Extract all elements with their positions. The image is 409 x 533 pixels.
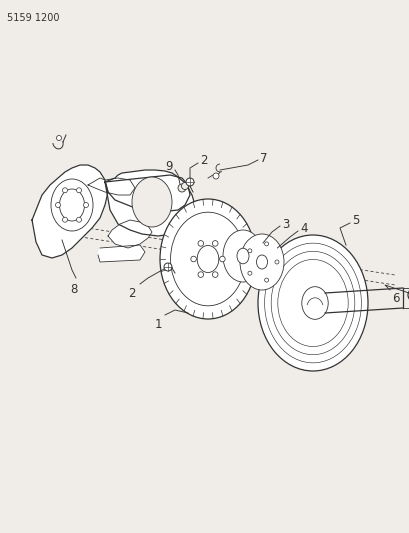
Circle shape xyxy=(181,182,188,190)
Ellipse shape xyxy=(160,199,255,319)
Circle shape xyxy=(55,203,61,207)
Ellipse shape xyxy=(257,235,367,371)
Text: 5: 5 xyxy=(351,214,359,228)
Circle shape xyxy=(264,242,268,246)
Circle shape xyxy=(76,188,81,193)
Text: 4: 4 xyxy=(299,222,307,236)
Polygon shape xyxy=(88,178,135,195)
Circle shape xyxy=(186,178,193,186)
Circle shape xyxy=(198,240,203,246)
Circle shape xyxy=(264,278,268,282)
Ellipse shape xyxy=(197,246,218,272)
Ellipse shape xyxy=(407,286,409,304)
Polygon shape xyxy=(32,165,108,258)
Circle shape xyxy=(62,217,67,222)
Text: 1: 1 xyxy=(154,318,162,331)
Text: 5159 1200: 5159 1200 xyxy=(7,13,59,23)
Circle shape xyxy=(56,135,61,141)
Text: 9: 9 xyxy=(165,160,173,174)
Ellipse shape xyxy=(301,287,327,319)
Polygon shape xyxy=(105,175,189,212)
Circle shape xyxy=(76,217,81,222)
Text: 8: 8 xyxy=(70,283,77,296)
Circle shape xyxy=(213,173,218,179)
Circle shape xyxy=(198,272,203,277)
Circle shape xyxy=(190,256,196,262)
Ellipse shape xyxy=(239,234,283,290)
Text: 7: 7 xyxy=(259,151,267,165)
Ellipse shape xyxy=(222,230,262,282)
Circle shape xyxy=(274,260,278,264)
Text: 2: 2 xyxy=(200,155,207,167)
Polygon shape xyxy=(108,220,152,248)
Polygon shape xyxy=(105,170,195,236)
Circle shape xyxy=(178,184,186,192)
Ellipse shape xyxy=(132,177,172,227)
Ellipse shape xyxy=(51,179,93,231)
Text: 3: 3 xyxy=(281,217,289,230)
Circle shape xyxy=(247,271,251,275)
Text: 6: 6 xyxy=(391,292,398,305)
Ellipse shape xyxy=(59,189,84,221)
Circle shape xyxy=(164,263,172,271)
Ellipse shape xyxy=(236,248,248,264)
Ellipse shape xyxy=(256,255,267,269)
Circle shape xyxy=(212,240,218,246)
Polygon shape xyxy=(98,245,145,262)
Circle shape xyxy=(212,272,218,277)
Circle shape xyxy=(83,203,88,207)
Circle shape xyxy=(247,249,251,253)
Circle shape xyxy=(219,256,225,262)
Circle shape xyxy=(62,188,67,193)
Text: 2: 2 xyxy=(128,287,136,300)
Ellipse shape xyxy=(170,212,245,306)
